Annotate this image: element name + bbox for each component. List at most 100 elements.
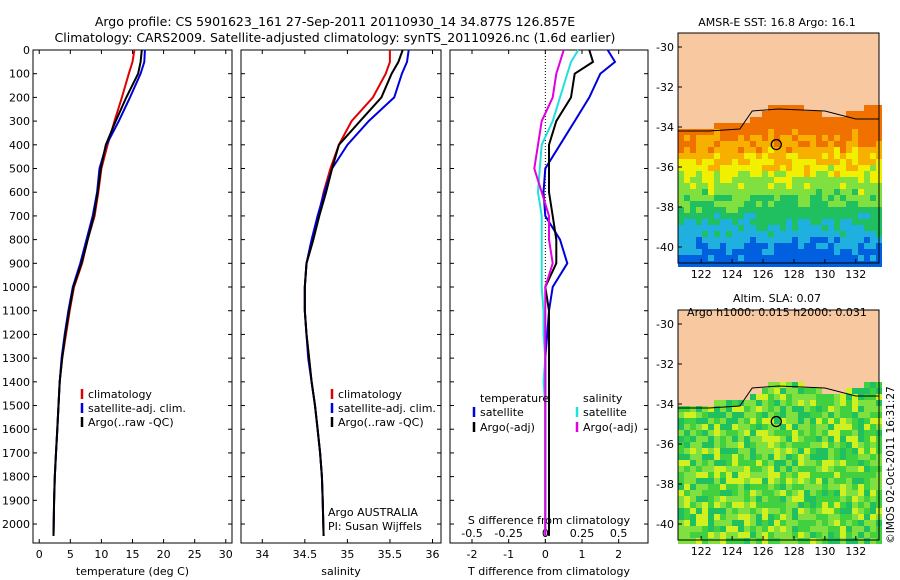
legend-title-temp: temperature: [480, 392, 549, 405]
map-cell: [756, 231, 762, 237]
map-cell: [846, 418, 852, 424]
map-cell: [774, 111, 780, 117]
map-cell: [708, 189, 714, 195]
map-cell: [864, 514, 870, 520]
map-cell: [864, 400, 870, 406]
map-cell: [768, 400, 774, 406]
map-cell: [828, 532, 834, 538]
map-cell: [792, 448, 798, 454]
map-cell: [738, 207, 744, 213]
map-cell: [780, 165, 786, 171]
map-cell: [786, 177, 792, 183]
map-cell: [720, 502, 726, 508]
map-cell: [732, 147, 738, 153]
map-cell: [810, 171, 816, 177]
map-cell: [714, 436, 720, 442]
map-cell: [726, 442, 732, 448]
map-cell: [732, 442, 738, 448]
map-cell: [816, 418, 822, 424]
map-cell: [768, 520, 774, 526]
map-cell: [762, 201, 768, 207]
map-cell: [780, 394, 786, 400]
map-cell: [696, 171, 702, 177]
map-cell: [864, 153, 870, 159]
map-cell: [726, 219, 732, 225]
map-cell: [708, 502, 714, 508]
map-cell: [750, 195, 756, 201]
map-cell: [840, 484, 846, 490]
map-cell: [834, 496, 840, 502]
map-cell: [714, 466, 720, 472]
map-cell: [720, 153, 726, 159]
map-cell: [744, 508, 750, 514]
map-cell: [798, 478, 804, 484]
map-cell: [690, 141, 696, 147]
map-cell: [834, 129, 840, 135]
map-cell: [852, 225, 858, 231]
map-cell: [870, 225, 876, 231]
map-cell: [756, 514, 762, 520]
map-cell: [738, 165, 744, 171]
map-cell: [762, 418, 768, 424]
legend-label: climatology: [88, 388, 152, 401]
map-cell: [702, 261, 708, 267]
map-cell: [750, 526, 756, 532]
map-cell: [792, 243, 798, 249]
map-cell: [762, 490, 768, 496]
map-cell: [678, 243, 684, 249]
map-cell: [786, 129, 792, 135]
map-cell: [708, 484, 714, 490]
map-cell: [804, 135, 810, 141]
map-cell: [714, 225, 720, 231]
series-line: [303, 49, 404, 536]
map-cell: [870, 249, 876, 255]
map-cell: [798, 105, 804, 111]
map-cell: [678, 478, 684, 484]
map-cell: [840, 261, 846, 267]
map-cell: [774, 394, 780, 400]
map-cell: [858, 436, 864, 442]
map-cell: [684, 502, 690, 508]
map-cell: [804, 165, 810, 171]
map-cell: [870, 117, 876, 123]
map-cell: [684, 406, 690, 412]
map-cell: [768, 261, 774, 267]
map-cell: [762, 183, 768, 189]
x-tick-label: 10: [94, 548, 108, 561]
map-cell: [828, 249, 834, 255]
map-cell: [690, 261, 696, 267]
map-cell: [756, 159, 762, 165]
map-cell: [684, 237, 690, 243]
map-cell: [798, 261, 804, 267]
map-cell: [714, 424, 720, 430]
map-cell: [786, 147, 792, 153]
map-cell: [846, 460, 852, 466]
map-cell: [786, 195, 792, 201]
map-cell: [810, 141, 816, 147]
x-tick-label: -2: [467, 548, 478, 561]
map-cell: [732, 171, 738, 177]
map-cell: [774, 388, 780, 394]
map-cell: [720, 466, 726, 472]
map-cell: [786, 183, 792, 189]
map-cell: [840, 532, 846, 538]
map-cell: [834, 526, 840, 532]
map-cell: [816, 490, 822, 496]
map-cell: [840, 213, 846, 219]
map-cell: [768, 394, 774, 400]
map-cell: [780, 249, 786, 255]
y-tick-label: 900: [9, 257, 30, 270]
map-cell: [828, 123, 834, 129]
map-cell: [780, 382, 786, 388]
map-cell: [804, 243, 810, 249]
map-cell: [774, 526, 780, 532]
map-cell: [768, 249, 774, 255]
map-cell: [750, 231, 756, 237]
map-cell: [708, 442, 714, 448]
map-cell: [678, 129, 684, 135]
map-cell: [732, 406, 738, 412]
lon-tick-label: 124: [722, 545, 743, 558]
map-cell: [732, 526, 738, 532]
map-cell: [792, 406, 798, 412]
map-cell: [762, 472, 768, 478]
